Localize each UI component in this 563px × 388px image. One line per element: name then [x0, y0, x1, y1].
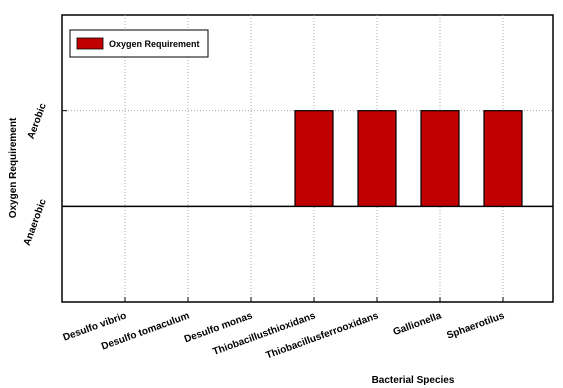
x-axis-title: Bacterial Species [372, 375, 455, 386]
y-tick-label: Aerobic [26, 102, 49, 141]
legend: Oxygen Requirement [69, 29, 209, 58]
grid-lines [62, 15, 553, 302]
legend-label: Oxygen Requirement [109, 39, 200, 49]
legend-swatch [76, 37, 104, 50]
bar [357, 110, 397, 207]
bar [294, 110, 334, 207]
bars [294, 110, 523, 207]
y-tick-labels: Anaerobic Aerobic [22, 102, 67, 247]
y-axis-title: Oxygen Requirement [8, 117, 19, 218]
x-tick-label: Gallionella [392, 310, 444, 338]
x-tick-label: Thiobacillusferrooxidans [265, 310, 381, 361]
bar [483, 110, 523, 207]
bar [420, 110, 460, 207]
x-tick-label: Sphaerotilus [445, 310, 506, 341]
y-tick-label: Anaerobic [22, 197, 49, 247]
